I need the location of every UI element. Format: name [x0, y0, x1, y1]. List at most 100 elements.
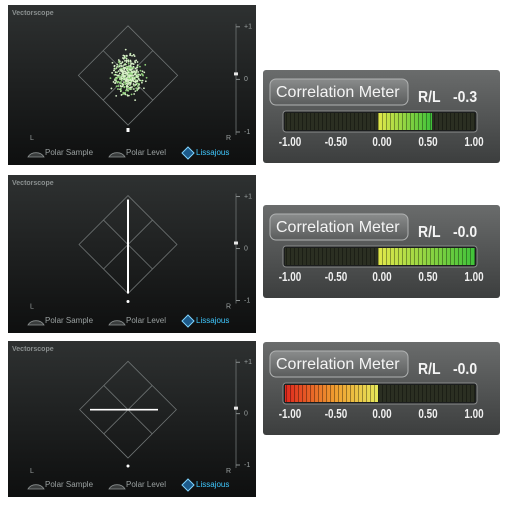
- signal-dot: [124, 56, 127, 59]
- mode-icon: [27, 484, 45, 490]
- signal-dot: [128, 84, 131, 87]
- signal-dot: [136, 64, 139, 67]
- signal-dot: [139, 79, 141, 82]
- scale-label: +1: [244, 359, 252, 366]
- signal-dot: [135, 83, 138, 86]
- mode-button[interactable]: Lissajous: [181, 314, 229, 328]
- signal-dot: [141, 70, 144, 73]
- meter-scale-label: -1.00: [279, 271, 302, 284]
- meter-title: Correlation Meter: [276, 84, 400, 101]
- signal-dot: [119, 77, 121, 79]
- channel-label: R: [226, 468, 231, 475]
- signal-dot: [119, 62, 122, 65]
- mode-label: Polar Level: [126, 480, 166, 489]
- signal-dot: [117, 70, 120, 73]
- signal-dot: [127, 62, 130, 65]
- signal-dot: [109, 77, 112, 80]
- signal-dot: [122, 75, 124, 78]
- signal-dot: [120, 70, 123, 73]
- mode-button[interactable]: Polar Level: [108, 480, 166, 490]
- mode-label: Polar Level: [126, 316, 166, 325]
- channel-label: R/L: [418, 223, 441, 241]
- signal-dot: [127, 81, 129, 83]
- meter-scale-label: 0.50: [418, 408, 437, 421]
- signal-dot: [134, 99, 137, 102]
- signal-marker: [126, 128, 130, 132]
- signal-dot: [135, 72, 137, 74]
- meter-scale-label: -1.00: [279, 408, 302, 421]
- mode-icon: [108, 152, 126, 158]
- scale-label: -1: [244, 297, 250, 304]
- signal-dot: [128, 65, 130, 67]
- signal-dot: [125, 54, 128, 57]
- meter-scale-label: 0.50: [418, 271, 437, 284]
- signal-dot: [112, 81, 115, 83]
- signal-dot: [129, 61, 132, 63]
- signal-dot: [127, 83, 129, 86]
- signal-dot: [137, 73, 140, 76]
- signal-dot: [133, 93, 136, 95]
- mode-icon: [108, 484, 126, 490]
- readout: -0.3: [453, 88, 477, 106]
- scale-label: 0: [244, 245, 248, 252]
- signal-dot: [121, 85, 124, 88]
- meter-scale-label: 0.00: [372, 408, 391, 421]
- channel-label: R: [226, 303, 231, 310]
- signal-marker: [126, 464, 130, 468]
- mode-label: Lissajous: [196, 148, 229, 157]
- signal-dot: [141, 73, 144, 76]
- mode-button[interactable]: Polar Level: [108, 148, 166, 158]
- meter-scale-label: -0.50: [325, 271, 348, 284]
- mode-button[interactable]: Polar Level: [108, 316, 166, 326]
- signal-dot: [114, 82, 117, 84]
- signal-dot: [136, 89, 138, 91]
- signal-dot: [129, 72, 132, 75]
- meter-scale-label: 0.00: [372, 271, 391, 284]
- signal-dot: [128, 79, 130, 82]
- signal-dot: [129, 78, 132, 81]
- signal-dot: [115, 94, 118, 97]
- mode-label: Polar Sample: [45, 148, 94, 157]
- signal-dot: [122, 54, 125, 57]
- mode-icon: [27, 152, 45, 158]
- signal-dot: [137, 82, 140, 85]
- diamond-grid: [79, 360, 177, 459]
- signal-dot: [110, 87, 113, 90]
- mode-button[interactable]: Lissajous: [181, 146, 229, 160]
- level-indicator: [234, 72, 238, 76]
- signal-dot: [133, 55, 136, 58]
- signal-dot: [123, 66, 125, 69]
- signal-dot: [137, 85, 139, 88]
- signal-dot: [114, 67, 117, 70]
- signal-dot: [144, 63, 147, 66]
- mode-button[interactable]: Polar Sample: [27, 480, 94, 490]
- mode-button[interactable]: Lissajous: [181, 478, 229, 492]
- signal-dot: [115, 85, 118, 88]
- signal-dot: [127, 85, 129, 88]
- signal-dot: [136, 80, 139, 83]
- signal-dot: [132, 83, 135, 85]
- channel-label: R: [226, 135, 231, 142]
- panel-title: Vectorscope: [12, 10, 54, 17]
- signal-dot: [118, 64, 121, 67]
- signal-dot: [120, 82, 123, 85]
- signal-dot: [139, 74, 142, 77]
- signal-dot: [114, 71, 117, 74]
- signal-dot: [130, 75, 133, 77]
- signal-dot: [119, 84, 122, 87]
- mode-icon: [181, 478, 195, 492]
- signal-dot: [126, 94, 129, 97]
- signal-dot: [123, 55, 126, 57]
- signal-dot: [137, 78, 140, 80]
- signal-dot: [117, 85, 120, 87]
- signal-dot: [117, 88, 119, 90]
- signal-dot: [131, 73, 133, 76]
- signal-dot: [130, 79, 133, 82]
- panel-title: Vectorscope: [12, 180, 54, 187]
- signal-dot: [129, 75, 132, 78]
- mode-button[interactable]: Polar Sample: [27, 148, 94, 158]
- signal-dot: [135, 74, 138, 77]
- mode-button[interactable]: Polar Sample: [27, 316, 94, 326]
- channel-label: L: [30, 468, 34, 475]
- mode-icon: [181, 314, 195, 328]
